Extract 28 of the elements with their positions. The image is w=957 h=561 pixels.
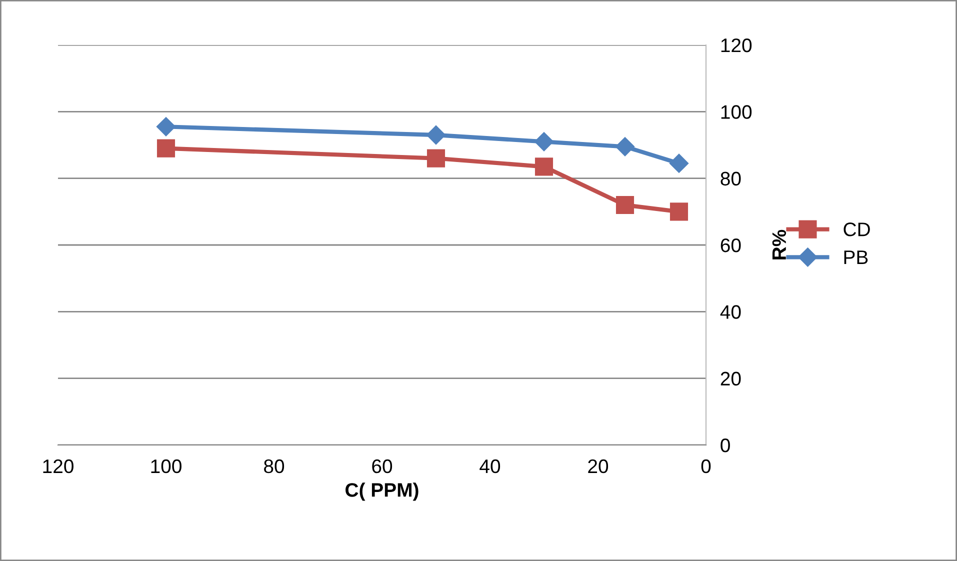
point — [156, 117, 176, 136]
x-tick-label: 120 — [43, 459, 74, 474]
x-tick-label: 100 — [151, 459, 182, 474]
point — [426, 125, 446, 145]
y-tick-label: 20 — [720, 372, 741, 386]
point — [615, 137, 635, 156]
x-tick-label: 40 — [480, 459, 500, 474]
y-axis-title: R% — [772, 230, 786, 260]
y-tick-label: 80 — [720, 172, 741, 186]
point — [534, 158, 554, 176]
y-tick-label: 120 — [721, 38, 752, 52]
y-tick-label: 100 — [721, 105, 752, 119]
x-tick-label: 20 — [588, 459, 608, 474]
point — [670, 202, 688, 221]
point — [156, 139, 176, 158]
y-tick-label: 0 — [720, 438, 730, 452]
x-tick-label: 60 — [372, 459, 392, 474]
legend-label: CD — [844, 222, 870, 236]
y-tick-label: 40 — [720, 305, 741, 319]
point — [616, 196, 634, 214]
x-tick-label: 80 — [264, 459, 284, 474]
point — [669, 154, 689, 173]
point — [534, 132, 554, 152]
x-axis-title: C( PPM) — [346, 482, 418, 501]
x-tick-label: 0 — [701, 459, 711, 474]
y-tick-label: 60 — [720, 238, 741, 252]
legend-label: PB — [844, 250, 868, 264]
point — [426, 149, 446, 168]
